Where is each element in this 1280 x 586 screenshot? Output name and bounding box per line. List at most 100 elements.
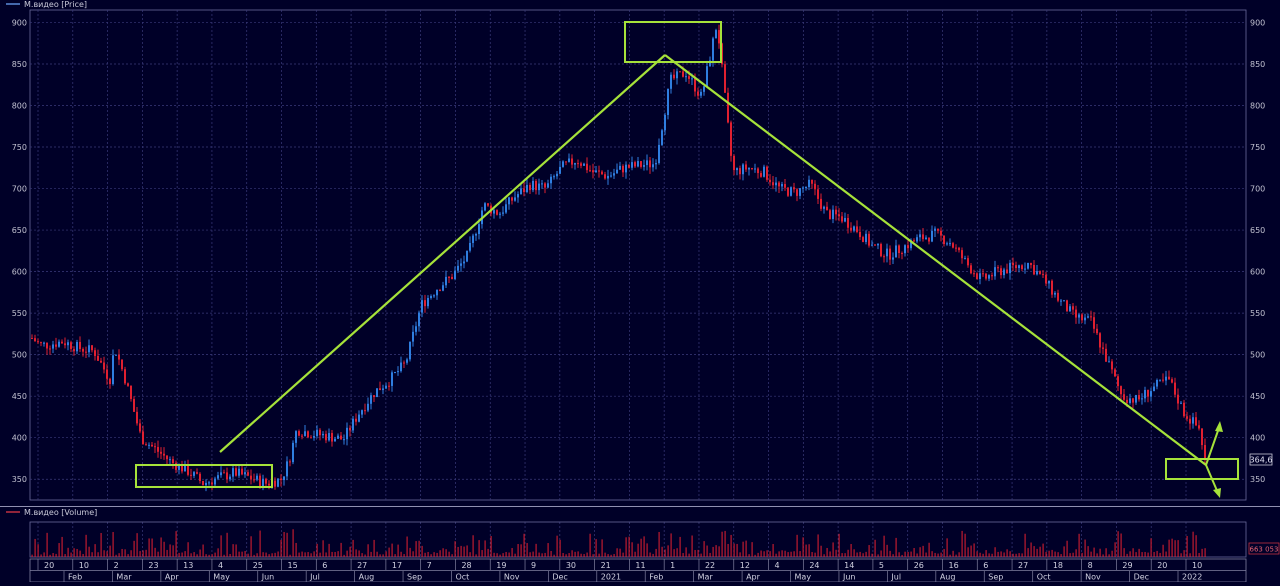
- candle: [256, 473, 258, 482]
- candle: [307, 430, 309, 439]
- volume-bar: [835, 549, 837, 557]
- candle: [199, 472, 201, 484]
- volume-bar: [547, 543, 549, 557]
- bottom-box-right: [1165, 458, 1239, 480]
- candle: [385, 382, 387, 390]
- candle: [1042, 269, 1044, 279]
- candle: [583, 162, 585, 166]
- volume-bar: [301, 551, 303, 557]
- candle: [181, 460, 183, 474]
- x-month-label: Oct: [455, 573, 469, 582]
- candle: [943, 235, 945, 247]
- volume-bar: [574, 551, 576, 557]
- candle: [787, 187, 789, 198]
- candle: [772, 175, 774, 190]
- candle: [1036, 264, 1038, 276]
- candle: [502, 206, 504, 217]
- candle: [1039, 270, 1041, 275]
- candle: [982, 269, 984, 277]
- candle: [34, 334, 36, 342]
- volume-bar: [223, 554, 225, 557]
- volume-bar: [1051, 549, 1053, 557]
- candle: [967, 255, 969, 268]
- volume-bar: [799, 551, 801, 557]
- candle: [145, 442, 147, 446]
- last-volume-label: 663 053: [1250, 546, 1279, 554]
- volume-bar: [1126, 553, 1128, 557]
- candle: [1171, 377, 1173, 384]
- candle: [37, 338, 39, 345]
- candle: [100, 357, 102, 364]
- volume-bar: [91, 552, 93, 557]
- y-tick-label-right: 800: [1250, 102, 1265, 111]
- candle: [427, 295, 429, 309]
- volume-bar: [1090, 551, 1092, 557]
- volume-bar: [940, 552, 942, 557]
- volume-bar: [172, 545, 174, 557]
- candle: [559, 160, 561, 175]
- x-month-label: Oct: [1037, 573, 1051, 582]
- candle: [598, 165, 600, 178]
- volume-bar: [1030, 542, 1032, 557]
- volume-bar: [640, 538, 642, 557]
- candle: [529, 182, 531, 194]
- volume-bar: [355, 549, 357, 557]
- volume-bar: [961, 530, 963, 557]
- volume-bar: [88, 546, 90, 557]
- candle: [358, 410, 360, 423]
- candle: [931, 225, 933, 243]
- volume-bar: [151, 538, 153, 557]
- volume-bar: [979, 552, 981, 557]
- candle: [1201, 428, 1203, 450]
- volume-bar: [442, 548, 444, 557]
- volume-bar: [988, 553, 990, 557]
- candle: [1000, 265, 1002, 279]
- candle: [919, 229, 921, 242]
- volume-bar: [409, 547, 411, 557]
- candle: [1111, 359, 1113, 374]
- x-tick-label: 2: [114, 561, 119, 570]
- candle: [343, 434, 345, 445]
- volume-bar: [1129, 551, 1131, 557]
- volume-bar: [1060, 554, 1062, 557]
- candle: [952, 241, 954, 249]
- volume-bar: [1147, 552, 1149, 557]
- candle: [667, 88, 669, 120]
- x-tick-label: 15: [288, 561, 298, 570]
- candle: [208, 480, 210, 486]
- volume-bar: [856, 552, 858, 557]
- volume-bar: [742, 541, 744, 557]
- volume-bar: [502, 553, 504, 557]
- candle: [313, 430, 315, 441]
- volume-bar: [667, 545, 669, 557]
- volume-bar: [727, 543, 729, 557]
- volume-bar: [187, 542, 189, 557]
- candle: [391, 370, 393, 392]
- volume-bar: [73, 548, 75, 557]
- candle: [835, 205, 837, 221]
- candle: [94, 347, 96, 361]
- candle: [1108, 356, 1110, 363]
- volume-bar: [844, 553, 846, 557]
- candle: [61, 339, 63, 344]
- candle: [655, 159, 657, 170]
- candle: [1006, 263, 1008, 274]
- volume-bar: [310, 553, 312, 557]
- volume-bar: [475, 554, 477, 557]
- candle: [1093, 312, 1095, 334]
- volume-bar: [892, 554, 894, 557]
- candle: [607, 169, 609, 185]
- candle: [394, 371, 396, 374]
- x-month-label: Mar: [698, 573, 714, 582]
- candle: [1144, 386, 1146, 403]
- volume-bar: [673, 549, 675, 557]
- candle: [187, 459, 189, 477]
- volume-bar: [169, 544, 171, 557]
- candle: [673, 69, 675, 80]
- x-tick-label: 9: [531, 561, 536, 570]
- volume-bar: [922, 545, 924, 557]
- candle: [1141, 393, 1143, 405]
- candle: [1120, 385, 1122, 401]
- volume-bar: [631, 542, 633, 557]
- candle: [421, 295, 423, 318]
